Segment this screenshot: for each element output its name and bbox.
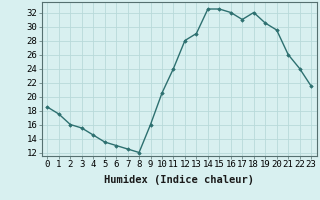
X-axis label: Humidex (Indice chaleur): Humidex (Indice chaleur)	[104, 175, 254, 185]
